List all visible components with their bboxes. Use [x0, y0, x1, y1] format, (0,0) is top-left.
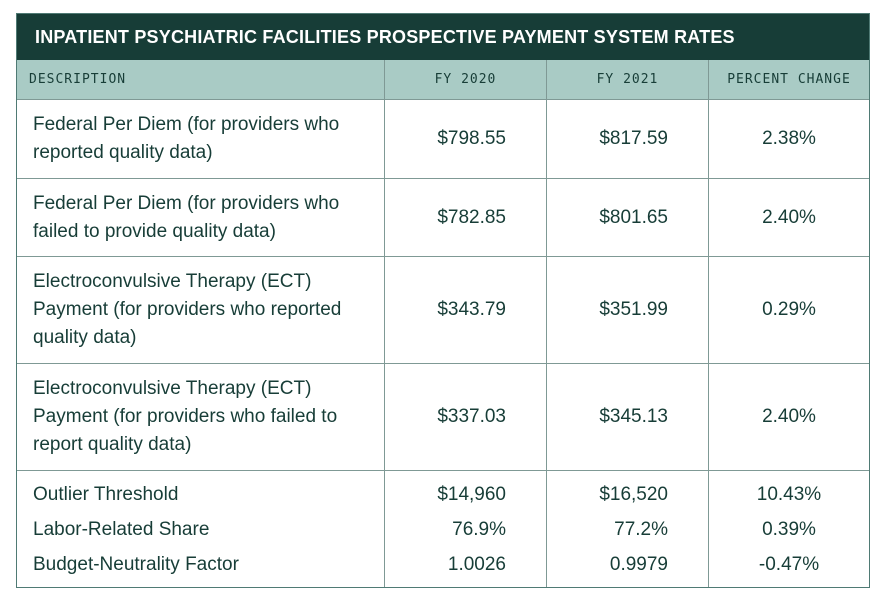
header-description: DESCRIPTION	[17, 60, 385, 100]
grouped-description-cell: Outlier Threshold Labor-Related Share Bu…	[17, 471, 385, 587]
row-4-percent-change: 2.40%	[709, 364, 869, 471]
row-2-percent-change: 2.40%	[709, 179, 869, 257]
budget-neutrality-factor-fy2021: 0.9979	[609, 553, 668, 575]
grouped-percent-change-cell: 10.43% 0.39% -0.47%	[709, 471, 869, 587]
labor-related-share-percent-change: 0.39%	[762, 518, 816, 540]
rates-table: INPATIENT PSYCHIATRIC FACILITIES PROSPEC…	[16, 13, 870, 588]
row-4-fy2020: $337.03	[385, 364, 547, 471]
row-2-fy2021: $801.65	[547, 179, 709, 257]
table-grid: DESCRIPTION FY 2020 FY 2021 PERCENT CHAN…	[17, 60, 869, 587]
grouped-fy2021-list: $16,520 77.2% 0.9979	[547, 471, 708, 587]
row-3-description: Electroconvulsive Therapy (ECT) Payment …	[17, 257, 385, 364]
outlier-threshold-fy2020: $14,960	[437, 483, 506, 505]
table-title: INPATIENT PSYCHIATRIC FACILITIES PROSPEC…	[17, 14, 869, 60]
header-fy2021: FY 2021	[547, 60, 709, 100]
labor-related-share-fy2020: 76.9%	[452, 518, 506, 540]
labor-related-share-fy2021: 77.2%	[614, 518, 668, 540]
row-3-fy2021: $351.99	[547, 257, 709, 364]
row-3-fy2020: $343.79	[385, 257, 547, 364]
outlier-threshold-fy2021: $16,520	[599, 483, 668, 505]
grouped-description-list: Outlier Threshold Labor-Related Share Bu…	[33, 471, 376, 587]
row-2-description: Federal Per Diem (for providers who fail…	[17, 179, 385, 257]
grouped-fy2021-cell: $16,520 77.2% 0.9979	[547, 471, 709, 587]
header-percent-change: PERCENT CHANGE	[709, 60, 869, 100]
row-2-fy2020: $782.85	[385, 179, 547, 257]
row-1-description: Federal Per Diem (for providers who repo…	[17, 100, 385, 179]
grouped-fy2020-cell: $14,960 76.9% 1.0026	[385, 471, 547, 587]
header-fy2020: FY 2020	[385, 60, 547, 100]
row-1-fy2020: $798.55	[385, 100, 547, 179]
grouped-percent-change-list: 10.43% 0.39% -0.47%	[709, 471, 869, 587]
outlier-threshold-label: Outlier Threshold	[33, 483, 179, 505]
grouped-fy2020-list: $14,960 76.9% 1.0026	[385, 471, 546, 587]
row-1-fy2021: $817.59	[547, 100, 709, 179]
budget-neutrality-factor-label: Budget-Neutrality Factor	[33, 553, 239, 575]
labor-related-share-label: Labor-Related Share	[33, 518, 210, 540]
row-1-percent-change: 2.38%	[709, 100, 869, 179]
row-4-description: Electroconvulsive Therapy (ECT) Payment …	[17, 364, 385, 471]
outlier-threshold-percent-change: 10.43%	[756, 483, 822, 505]
budget-neutrality-factor-percent-change: -0.47%	[758, 553, 820, 575]
budget-neutrality-factor-fy2020: 1.0026	[447, 553, 506, 575]
row-4-fy2021: $345.13	[547, 364, 709, 471]
row-3-percent-change: 0.29%	[709, 257, 869, 364]
